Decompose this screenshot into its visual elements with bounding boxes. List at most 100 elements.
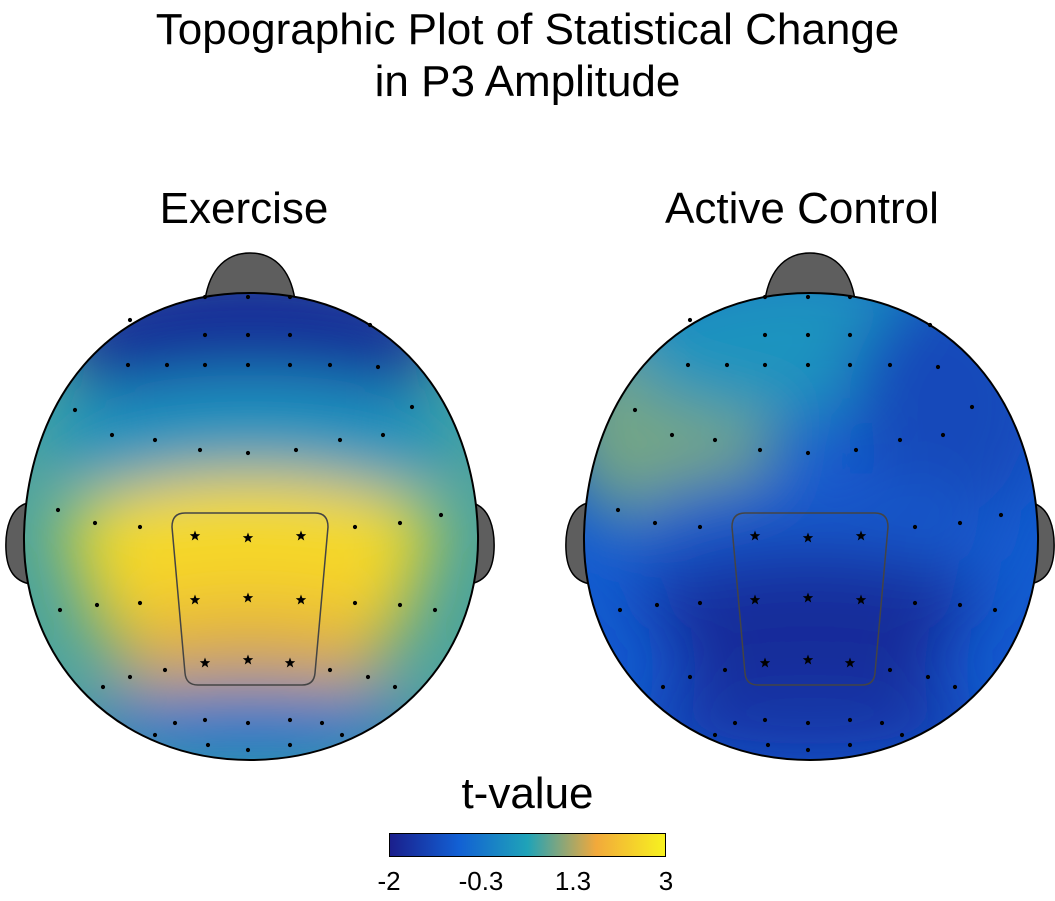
electrode-dot <box>615 507 621 513</box>
topoplot-exercise <box>5 252 495 762</box>
electrode-dot <box>879 720 885 726</box>
electrode-dot <box>853 447 859 453</box>
region-occipital <box>640 685 980 760</box>
electrode-star-CPz <box>242 592 254 603</box>
colorbar-tick-3: 1.3 <box>554 866 592 896</box>
electrode-dot <box>897 437 903 443</box>
electrode-dot <box>697 524 703 530</box>
electrode-dot <box>438 512 444 518</box>
electrode-dot <box>957 602 963 608</box>
electrode-dot <box>847 717 853 723</box>
electrode-dot <box>617 607 623 613</box>
electrode-dot <box>162 667 168 673</box>
electrode-dot <box>202 332 208 338</box>
electrode-star-P3 <box>759 657 771 668</box>
electrode-dot <box>287 362 293 368</box>
electrode-dot <box>957 520 963 526</box>
electrode-dot <box>899 732 905 738</box>
electrode-dot <box>380 432 386 438</box>
electrode-dot <box>687 317 693 323</box>
electrode-dot <box>712 732 718 738</box>
electrode-dot <box>287 294 293 300</box>
electrode-star-P3 <box>199 657 211 668</box>
electrode-dot <box>197 447 203 453</box>
electrode-dot <box>992 607 998 613</box>
electrode-dot <box>762 717 768 723</box>
heatmap-field <box>583 293 1039 760</box>
electrode-dot <box>245 720 251 726</box>
electrode-dot <box>805 294 811 300</box>
electrode-dot <box>887 667 893 673</box>
colorbar <box>389 833 666 857</box>
electrode-dot <box>72 407 78 413</box>
electrode-dot <box>805 747 811 753</box>
electrode-dot <box>109 432 115 438</box>
cluster-roi <box>171 512 329 686</box>
electrode-dot <box>100 684 106 690</box>
electrode-dot <box>287 742 293 748</box>
electrode-star-CP3 <box>749 594 761 605</box>
electrode-dot <box>245 450 251 456</box>
electrode-star-C3 <box>189 530 201 541</box>
electrode-dot <box>245 332 251 338</box>
electrode-dot <box>125 362 131 368</box>
electrode-dot <box>245 294 251 300</box>
electrode-dot <box>687 674 693 680</box>
electrode-dot <box>927 322 933 328</box>
electrode-dot <box>652 520 658 526</box>
electrode-dot <box>164 362 170 368</box>
electrode-dot <box>127 317 133 323</box>
electrode-dot <box>998 512 1004 518</box>
electrode-dot <box>287 332 293 338</box>
electrode-dot <box>55 507 61 513</box>
heatmap-field <box>23 293 479 760</box>
nose-icon <box>204 252 296 301</box>
electrode-dot <box>765 742 771 748</box>
electrode-dot <box>697 600 703 606</box>
electrode-dot <box>935 364 941 370</box>
electrode-dot <box>152 437 158 443</box>
electrode-star-P4 <box>284 657 296 668</box>
region-occipital <box>80 685 420 760</box>
electrode-dot <box>92 520 98 526</box>
electrode-star-CPz <box>802 592 814 603</box>
electrode-dot <box>202 717 208 723</box>
colorbar-tick-2: -0.3 <box>458 866 504 896</box>
electrode-dot <box>724 362 730 368</box>
electrode-dot <box>632 407 638 413</box>
electrode-dot <box>722 667 728 673</box>
electrode-dot <box>912 600 918 606</box>
panel-title-active-control: Active Control <box>665 184 939 233</box>
electrode-dot <box>137 524 143 530</box>
electrode-dot <box>287 717 293 723</box>
electrode-star-Cz <box>802 532 814 543</box>
electrode-dot <box>172 720 178 726</box>
electrode-dot <box>732 720 738 726</box>
electrode-dot <box>432 607 438 613</box>
electrode-dot <box>847 294 853 300</box>
electrode-star-C3 <box>749 530 761 541</box>
electrode-star-CP4 <box>855 594 867 605</box>
electrode-dot <box>337 437 343 443</box>
electrode-dot <box>245 362 251 368</box>
chart-title: Topographic Plot of Statistical Change i… <box>0 4 1055 108</box>
electrode-dot <box>152 732 158 738</box>
chart-title-line-1: Topographic Plot of Statistical Change <box>155 5 900 54</box>
electrode-dot <box>940 432 946 438</box>
electrode-dot <box>762 294 768 300</box>
electrode-dot <box>762 362 768 368</box>
electrode-dot <box>57 607 63 613</box>
electrode-dot <box>952 684 958 690</box>
electrode-dot <box>352 524 358 530</box>
electrode-dot <box>375 364 381 370</box>
colorbar-label: t-value <box>461 769 594 818</box>
head-outline <box>582 291 1040 762</box>
electrode-dot <box>912 524 918 530</box>
electrode-dot <box>392 684 398 690</box>
electrode-dot <box>245 747 251 753</box>
cluster-roi <box>731 512 889 686</box>
electrode-dot <box>712 437 718 443</box>
electrode-dot <box>339 732 345 738</box>
region-fronto-central <box>40 375 460 495</box>
electrode-dot <box>327 667 333 673</box>
